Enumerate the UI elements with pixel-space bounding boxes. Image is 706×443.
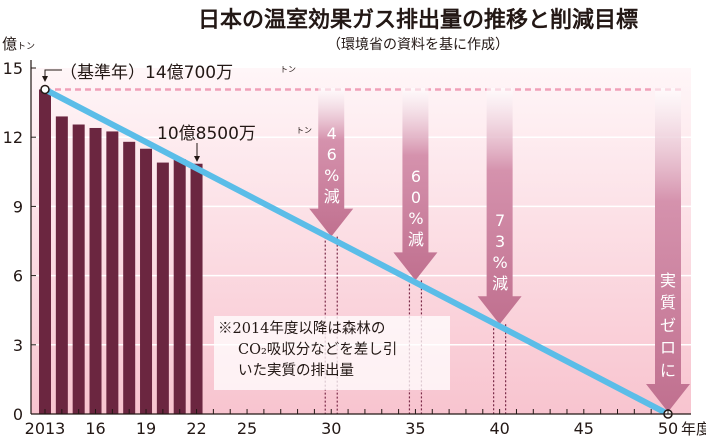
arrowhead-icon: [194, 156, 200, 162]
target-label-2030: 46%減: [323, 123, 340, 206]
target-line: [43, 86, 670, 417]
bar-2017: [106, 131, 119, 414]
y-axis-label: 億トン: [2, 35, 36, 53]
bar-2019: [140, 148, 153, 414]
bar-2018: [123, 141, 136, 414]
target-label-2050: 実質ゼロに: [659, 270, 676, 380]
y-tick-label: 3: [13, 336, 23, 355]
target-arrow-2035: [393, 88, 438, 281]
bar-2022: [190, 163, 203, 414]
target-endpoint: [40, 84, 50, 95]
bar-2021: [173, 159, 186, 414]
chart-title: 日本の温室効果ガス排出量の推移と削減目標: [197, 8, 638, 33]
target-arrow-2030: [309, 88, 354, 237]
x-tick-label: 50: [658, 419, 678, 438]
target-label-2040: 73%減: [492, 211, 508, 294]
base-annotation: （基準年）14億700万: [60, 63, 233, 83]
x-tick-label: 2013: [25, 419, 66, 438]
x-tick-label: 25: [237, 419, 257, 438]
x-tick-label: 22: [186, 419, 206, 438]
chart-note: ※2014年度以降は森林の CO₂吸収分などを差し引 いた実質の排出量: [214, 316, 450, 390]
latest-annotation: 10億8500万: [157, 124, 256, 144]
arrowhead-icon: [42, 76, 48, 82]
x-tick-label: 40: [489, 419, 509, 438]
y-tick-label: 12: [3, 128, 23, 147]
x-axis-label: 年度: [681, 420, 706, 438]
note-line: いた実質の排出量: [238, 363, 354, 379]
bar-2014: [55, 116, 68, 414]
y-tick-label: 0: [13, 405, 23, 424]
y-tick-label: 6: [13, 267, 23, 286]
chart-subtitle: （環境省の資料を基に作成）: [327, 37, 509, 53]
y-tick-label: 15: [3, 59, 23, 78]
note-line: CO₂吸収分などを差し引: [238, 342, 398, 358]
bar-2013: [39, 89, 51, 415]
x-tick-label: 35: [405, 419, 425, 438]
x-tick-label: 19: [136, 419, 156, 438]
x-tick-label: 30: [321, 419, 341, 438]
bar-2020: [156, 162, 169, 414]
latest-annotation-unit: トン: [296, 126, 312, 135]
x-tick-label: 16: [85, 419, 105, 438]
target-label-2035: 60%減: [407, 167, 424, 250]
target-arrow-2050: [646, 88, 690, 412]
y-tick-label: 9: [13, 197, 23, 216]
bar-2016: [89, 127, 102, 415]
note-line: ※2014年度以降は森林の: [218, 321, 386, 337]
base-annotation-unit: トン: [280, 65, 296, 74]
bar-2015: [72, 124, 85, 414]
x-tick-label: 45: [574, 419, 594, 438]
target-arrow-2040: [477, 88, 522, 325]
